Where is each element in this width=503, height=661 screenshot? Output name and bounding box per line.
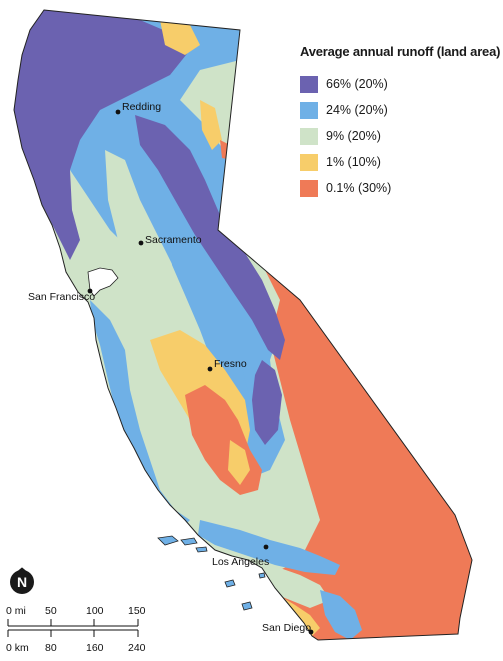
legend-title: Average annual runoff (land area) [300,44,501,59]
legend-swatch-66 [300,75,318,93]
city-label-redding: Redding [122,101,161,113]
city-label-san-francisco: San Francisco [28,291,95,303]
city-labels: Redding Sacramento San Francisco Fresno … [28,101,311,634]
legend-label-0-1: 0.1% (30%) [326,181,392,195]
scale-km-tick-80: 80 [45,642,57,654]
legend-label-24: 24% (20%) [326,103,388,117]
north-arrow-letter: N [17,574,27,590]
scale-km-tick-0: 0 km [6,642,29,654]
scale-miles-tick-0: 0 mi [6,605,26,617]
city-dot-san-francisco [87,288,93,294]
legend-swatch-9 [300,127,318,145]
channel-islands [157,535,266,611]
legend-label-1: 1% (10%) [326,155,381,169]
scale-km-tick-240: 240 [128,642,146,654]
city-dot-fresno [207,366,213,372]
legend-swatch-0-1 [300,179,318,197]
city-label-fresno: Fresno [214,358,247,370]
legend-swatch-1 [300,153,318,171]
city-label-los-angeles: Los Angeles [212,556,269,568]
city-dot-sacramento [138,240,144,246]
city-label-san-diego: San Diego [262,622,311,634]
city-markers [87,109,314,635]
city-dot-san-diego [308,629,314,635]
legend-item-9: 9% (20%) [300,123,500,149]
scale-bar-miles: 0 mi 50 100 150 [6,605,146,627]
legend-swatch-24 [300,101,318,119]
city-dot-los-angeles [263,544,269,550]
legend-item-24: 24% (20%) [300,97,500,123]
scale-miles-tick-50: 50 [45,605,57,617]
scale-miles-tick-100: 100 [86,605,104,617]
legend-item-1: 1% (10%) [300,149,500,175]
legend-item-66: 66% (20%) [300,71,500,97]
city-dot-redding [115,109,121,115]
scale-miles-tick-150: 150 [128,605,146,617]
legend: Average annual runoff (land area) 66% (2… [300,44,500,201]
scale-km-tick-160: 160 [86,642,104,654]
legend-label-9: 9% (20%) [326,129,381,143]
legend-label-66: 66% (20%) [326,77,388,91]
north-arrow-icon: N [10,567,34,594]
legend-item-0-1: 0.1% (30%) [300,175,500,201]
scale-bar-kilometers: 0 km 80 160 240 [6,629,146,654]
city-label-sacramento: Sacramento [145,234,202,246]
